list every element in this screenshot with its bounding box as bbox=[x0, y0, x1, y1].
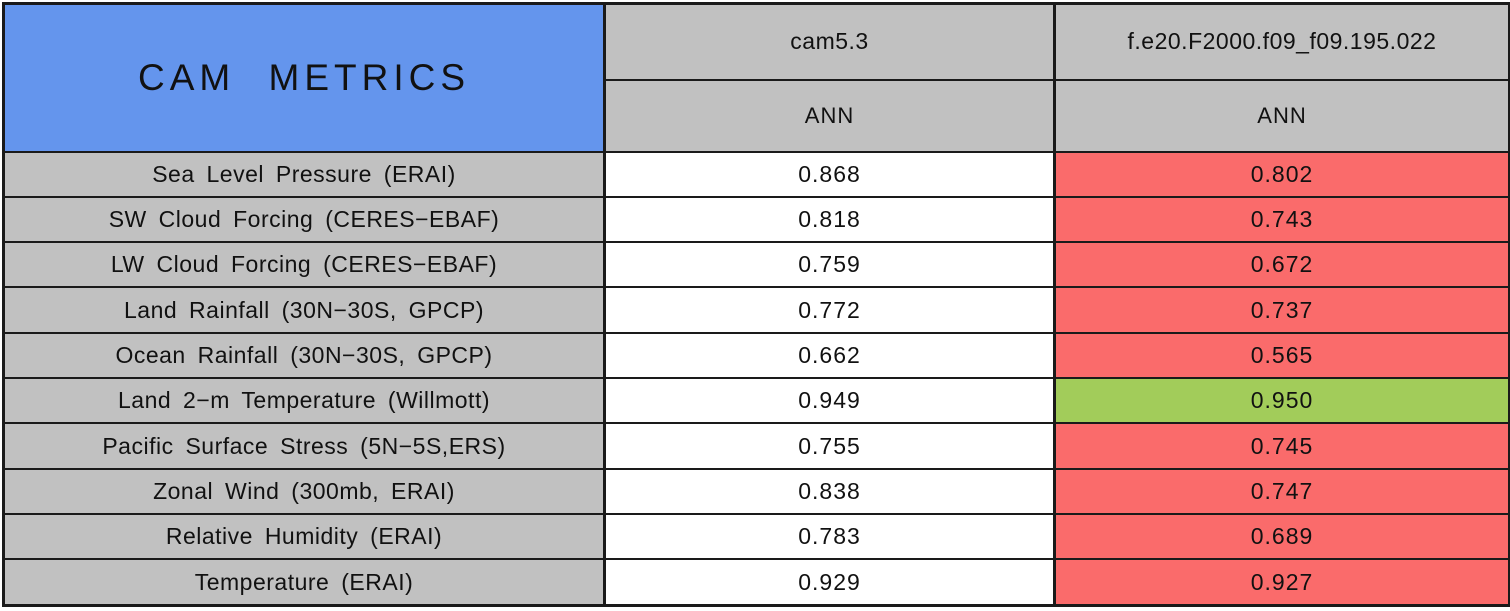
table-row: Sea Level Pressure (ERAI) 0.868 0.802 bbox=[2, 150, 1510, 198]
baseline-value: 0.759 bbox=[603, 241, 1056, 289]
baseline-value: 0.772 bbox=[603, 286, 1056, 334]
test-value: 0.802 bbox=[1053, 150, 1510, 198]
test-value: 0.672 bbox=[1053, 241, 1510, 289]
table-row: Relative Humidity (ERAI) 0.783 0.689 bbox=[2, 512, 1510, 561]
test-value: 0.565 bbox=[1053, 331, 1510, 380]
baseline-value: 0.929 bbox=[603, 558, 1056, 607]
test-value: 0.745 bbox=[1053, 422, 1510, 470]
baseline-value: 0.783 bbox=[603, 512, 1056, 561]
header-row-season: ANN ANN bbox=[4, 78, 1510, 153]
table-row: Pacific Surface Stress (5N−5S,ERS) 0.755… bbox=[2, 422, 1510, 470]
metric-label: Relative Humidity (ERAI) bbox=[2, 512, 606, 561]
test-value: 0.747 bbox=[1053, 467, 1510, 516]
metric-label: Land 2−m Temperature (Willmott) bbox=[2, 377, 606, 425]
metric-label: Zonal Wind (300mb, ERAI) bbox=[2, 467, 606, 516]
table-row: Zonal Wind (300mb, ERAI) 0.838 0.747 bbox=[2, 467, 1510, 516]
season-header-test: ANN bbox=[1053, 78, 1510, 153]
metric-label: Pacific Surface Stress (5N−5S,ERS) bbox=[2, 422, 606, 470]
test-value: 0.689 bbox=[1053, 512, 1510, 561]
metric-label: Temperature (ERAI) bbox=[2, 558, 606, 607]
baseline-value: 0.949 bbox=[603, 377, 1056, 425]
season-header-baseline: ANN bbox=[603, 78, 1056, 153]
table-row: Land 2−m Temperature (Willmott) 0.949 0.… bbox=[2, 377, 1510, 425]
table-row: LW Cloud Forcing (CERES−EBAF) 0.759 0.67… bbox=[2, 241, 1510, 289]
column-header-baseline-model: cam5.3 bbox=[603, 2, 1056, 81]
header-row-models: CAM METRICS cam5.3 f.e20.F2000.f09_f09.1… bbox=[2, 2, 1510, 153]
baseline-value: 0.662 bbox=[603, 331, 1056, 380]
test-value: 0.743 bbox=[1053, 195, 1510, 244]
baseline-value: 0.868 bbox=[603, 150, 1056, 198]
metric-label: Ocean Rainfall (30N−30S, GPCP) bbox=[2, 331, 606, 380]
baseline-value: 0.838 bbox=[603, 467, 1056, 516]
metric-label: Sea Level Pressure (ERAI) bbox=[2, 150, 606, 198]
baseline-value: 0.755 bbox=[603, 422, 1056, 470]
metric-label: Land Rainfall (30N−30S, GPCP) bbox=[2, 286, 606, 334]
metric-label: LW Cloud Forcing (CERES−EBAF) bbox=[2, 241, 606, 289]
column-header-test-model: f.e20.F2000.f09_f09.195.022 bbox=[1053, 2, 1510, 81]
metric-label: SW Cloud Forcing (CERES−EBAF) bbox=[2, 195, 606, 244]
test-value: 0.737 bbox=[1053, 286, 1510, 334]
baseline-value: 0.818 bbox=[603, 195, 1056, 244]
table-title: CAM METRICS bbox=[2, 2, 606, 153]
test-value: 0.950 bbox=[1053, 377, 1510, 425]
table-row: Land Rainfall (30N−30S, GPCP) 0.772 0.73… bbox=[2, 286, 1510, 334]
table-row: Temperature (ERAI) 0.929 0.927 bbox=[2, 558, 1510, 607]
test-value: 0.927 bbox=[1053, 558, 1510, 607]
table-row: Ocean Rainfall (30N−30S, GPCP) 0.662 0.5… bbox=[2, 331, 1510, 380]
table-row: SW Cloud Forcing (CERES−EBAF) 0.818 0.74… bbox=[2, 195, 1510, 244]
